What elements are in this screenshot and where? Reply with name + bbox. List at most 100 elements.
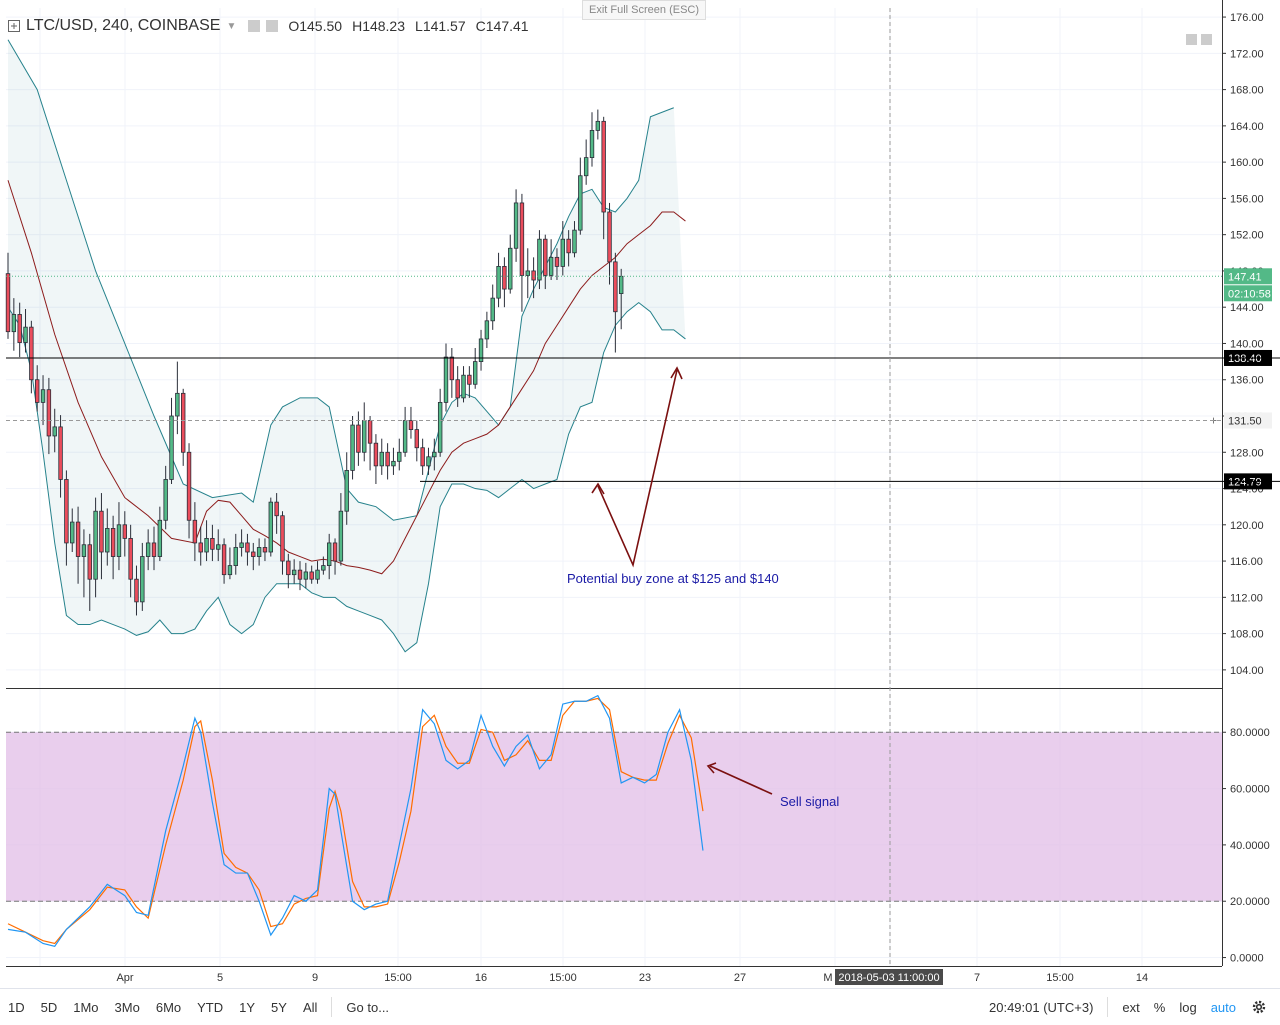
price-tick-label: 168.00 [1230, 85, 1264, 97]
candle [432, 438, 437, 471]
candle-body [531, 270, 536, 281]
candle [548, 239, 554, 280]
candle-body [180, 392, 186, 453]
time-axis: Apr 5 9 15:00 16 15:00 23 27 M 7 15:00 14 2018-05-03… [6, 966, 1222, 985]
candle [356, 411, 361, 466]
goto-button[interactable]: Go to... [346, 999, 390, 1015]
candle [198, 526, 203, 566]
settings-icon[interactable] [248, 20, 261, 32]
symbol-selector[interactable]: LTC/USD, 240, COINBASE ▼ [8, 17, 279, 35]
candle-body [414, 429, 419, 449]
candle-body [578, 175, 583, 231]
candle-body [262, 547, 268, 553]
caret-down-icon[interactable]: ▼ [226, 20, 237, 32]
candle [64, 470, 69, 566]
candle [338, 493, 344, 566]
price-axis: 176.00 172.00 168.00 164.00 160.00 156.00 152.… [1210, 0, 1280, 988]
time-label: 23 [639, 972, 651, 984]
price-tick-label: 108.00 [1230, 629, 1264, 641]
candle-body [268, 501, 273, 553]
range-ytd-button[interactable]: YTD [197, 999, 224, 1015]
ohlc-open: O145.50 [288, 18, 343, 34]
line-high-label-text: 138.40 [1228, 353, 1262, 365]
price-chart[interactable]: 176.00 172.00 168.00 164.00 160.00 156.00 152.… [0, 0, 1280, 988]
candle-body [490, 297, 495, 322]
candle [52, 408, 57, 453]
candle [262, 538, 268, 562]
candle [484, 311, 490, 348]
candle-body [309, 571, 314, 580]
range-6mo-button[interactable]: 6Mo [155, 999, 182, 1015]
bb-basis-line [7, 180, 686, 575]
candle [326, 533, 332, 580]
sell-signal-annotation: Sell signal [780, 794, 839, 809]
candle-body [443, 356, 449, 403]
candle-body [216, 544, 221, 550]
candle-body [239, 542, 244, 548]
range-1mo-button[interactable]: 1Mo [73, 999, 99, 1015]
range-1d-button[interactable]: 1D [8, 999, 25, 1015]
chart-controls[interactable] [1186, 34, 1212, 45]
range-1y-button[interactable]: 1Y [239, 999, 256, 1015]
time-label: 9 [312, 972, 318, 984]
auto-toggle[interactable]: auto [1210, 999, 1236, 1015]
candle-body [221, 544, 227, 576]
last-price-label: 147.41 [1224, 268, 1272, 285]
gear-icon[interactable] [1250, 998, 1268, 1016]
candle-body [29, 326, 34, 381]
candle-body [402, 420, 408, 453]
candle-body [548, 256, 554, 276]
candle [385, 443, 390, 480]
scale-icon[interactable] [1201, 34, 1212, 45]
candle-body [397, 451, 402, 462]
bb-fill [8, 39, 686, 652]
candle [367, 416, 373, 471]
candle-body [110, 528, 116, 557]
ext-toggle[interactable]: ext [1122, 999, 1140, 1015]
candle [601, 116, 606, 240]
candle [175, 361, 180, 435]
countdown-label: 02:10:58 [1224, 285, 1272, 302]
log-toggle[interactable]: log [1179, 999, 1197, 1015]
range-3mo-button[interactable]: 3Mo [114, 999, 140, 1015]
scale-icon[interactable] [1186, 34, 1197, 45]
chart-header: LTC/USD, 240, COINBASE ▼ O145.50 H148.23… [0, 8, 529, 44]
candle [17, 302, 22, 358]
candle-body [40, 389, 46, 403]
candle-body [157, 519, 163, 557]
candle-body [286, 560, 291, 576]
plus-square-icon[interactable] [8, 20, 20, 32]
ohlc-low: L141.57 [415, 18, 466, 34]
candle-body [583, 157, 589, 177]
candle [46, 377, 52, 455]
settings-icon[interactable] [266, 20, 279, 32]
exit-fullscreen-button[interactable]: Exit Full Screen (ESC) [582, 0, 706, 20]
candle [81, 529, 87, 598]
price-tick-label: 164.00 [1230, 121, 1264, 133]
range-all-button[interactable]: All [302, 999, 318, 1015]
candle [210, 524, 215, 562]
candle-body [385, 451, 390, 467]
candle-body [455, 379, 460, 399]
candle-body [93, 510, 98, 580]
candle [350, 416, 355, 480]
sell-signal-arrow [709, 765, 773, 795]
candle-body [105, 528, 110, 553]
candle-body [513, 202, 519, 249]
range-5d-button[interactable]: 5D [40, 999, 58, 1015]
candle-body [128, 538, 133, 580]
last-price-label-text: 147.41 [1228, 271, 1262, 283]
candle-body [426, 456, 431, 467]
candle [75, 506, 81, 584]
candle-body [356, 424, 361, 453]
time-label: M [823, 972, 832, 984]
bottom-toolbar: 1D 5D 1Mo 3Mo 6Mo YTD 1Y 5Y All Go to...… [0, 988, 1280, 1025]
price-axis-bg [1222, 0, 1280, 988]
range-5y-button[interactable]: 5Y [271, 999, 287, 1015]
candle-body [362, 420, 367, 453]
candle-body [134, 578, 139, 603]
price-tick-label: 172.00 [1230, 48, 1264, 60]
candle-body [23, 326, 28, 343]
percent-toggle[interactable]: % [1153, 999, 1166, 1015]
candle [519, 193, 525, 312]
